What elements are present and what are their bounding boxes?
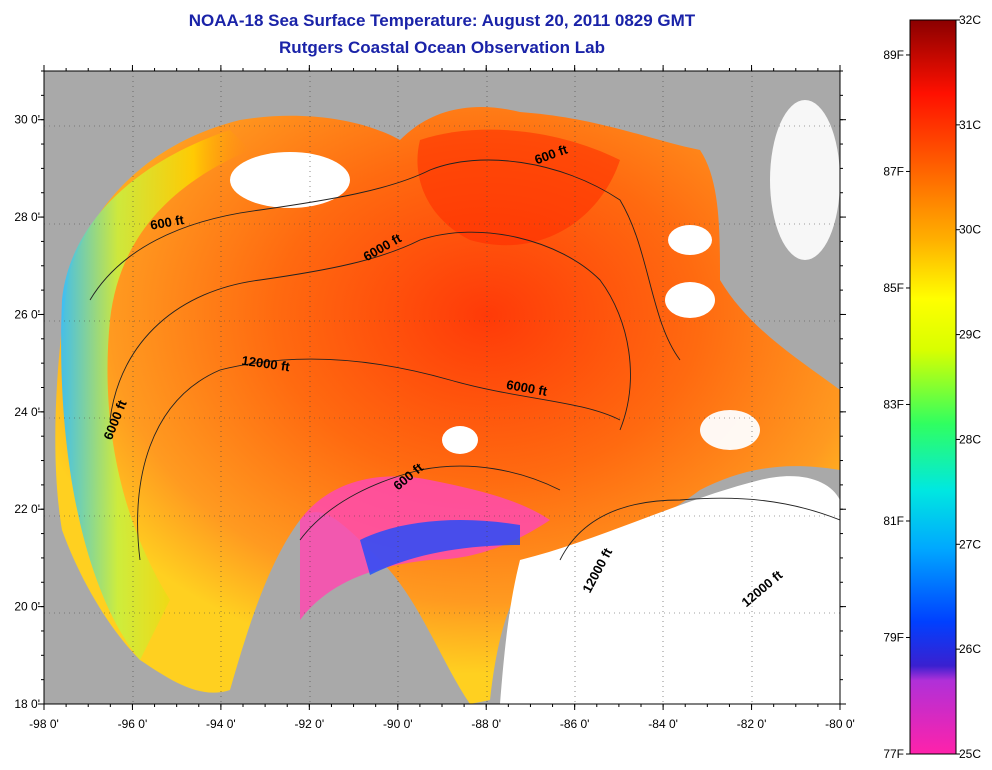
fahrenheit-label: 79F	[883, 630, 904, 644]
cloud-cover	[442, 426, 478, 454]
yucatan-blue-band	[360, 520, 520, 575]
lon-tick-label: -84 0'	[648, 717, 678, 731]
celsius-label: 25C	[959, 747, 981, 761]
lon-tick-label: -96 0'	[118, 717, 148, 731]
fahrenheit-label: 83F	[883, 397, 904, 411]
lon-tick-label: -98 0'	[29, 717, 59, 731]
bathymetry-contours	[89, 159, 840, 561]
depth-contour-label: 12000 ft	[241, 353, 292, 375]
graticule	[44, 71, 840, 704]
celsius-label: 29C	[959, 328, 981, 342]
lon-tick-label: -92 0'	[295, 717, 325, 731]
celsius-label: 32C	[959, 13, 981, 27]
cloud-cover	[665, 282, 715, 318]
cloud-cover	[668, 225, 712, 255]
lon-tick-label: -80 0'	[825, 717, 855, 731]
western-shelf-band	[61, 130, 251, 660]
lat-tick-label: 26 0'	[14, 307, 40, 321]
map-subtitle: Rutgers Coastal Ocean Observation Lab	[279, 38, 605, 57]
depth-contour-label: 6000 ft	[505, 377, 549, 399]
colorbar-fill	[909, 19, 957, 755]
lon-tick-label: -88 0'	[471, 717, 501, 731]
shallow-warm-patch	[417, 129, 620, 246]
celsius-label: 27C	[959, 537, 981, 551]
fahrenheit-label: 89F	[883, 48, 904, 62]
cloud-cover	[230, 152, 350, 208]
gulf-water	[55, 107, 840, 704]
lon-tick-label: -86 0'	[560, 717, 590, 731]
celsius-label: 30C	[959, 223, 981, 237]
lat-tick-label: 28 0'	[14, 210, 40, 224]
lon-tick-label: -94 0'	[206, 717, 236, 731]
depth-contour-label: 600 ft	[149, 212, 186, 233]
lon-tick-label: -90 0'	[383, 717, 413, 731]
lat-tick-label: 20 0'	[14, 600, 40, 614]
fahrenheit-label: 85F	[883, 281, 904, 295]
celsius-label: 31C	[959, 118, 981, 132]
cloud-cover	[770, 100, 840, 260]
celsius-label: 26C	[959, 642, 981, 656]
lat-tick-label: 30 0'	[14, 113, 40, 127]
cloud-cover	[700, 410, 760, 450]
lon-tick-label: -82 0'	[737, 717, 767, 731]
fahrenheit-label: 77F	[883, 747, 904, 761]
map-title: NOAA-18 Sea Surface Temperature: August …	[188, 11, 696, 30]
lat-tick-label: 18 0'	[14, 697, 40, 711]
lat-tick-label: 24 0'	[14, 405, 40, 419]
celsius-label: 28C	[959, 432, 981, 446]
lat-tick-label: 22 0'	[14, 502, 40, 516]
cuba-landmass	[500, 476, 840, 704]
fahrenheit-label: 87F	[883, 164, 904, 178]
fahrenheit-label: 81F	[883, 514, 904, 528]
